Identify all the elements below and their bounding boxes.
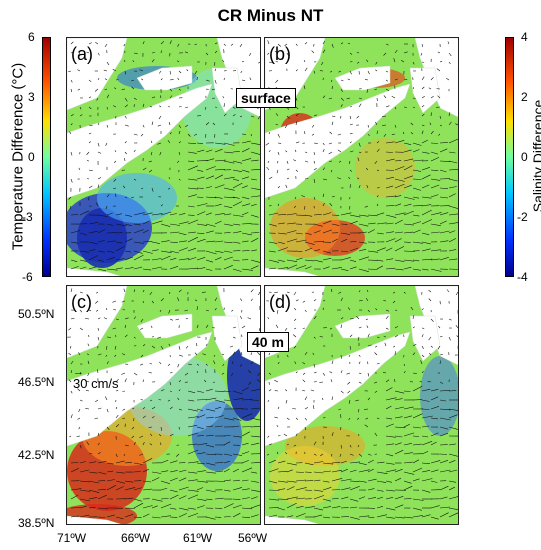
scale-label: 30 cm/s <box>73 376 119 391</box>
salinity-colorbar-label: Salinity Difference <box>530 99 541 213</box>
panel-a-label: (a) <box>71 44 93 64</box>
lat-tick-42: 42.5ºN <box>18 448 55 462</box>
map-b <box>265 38 458 276</box>
temperature-colorbar <box>42 37 51 277</box>
panel-d-label: (d) <box>269 292 291 312</box>
panel-c: (c) <box>66 285 261 525</box>
panel-b-label: (b) <box>269 44 291 64</box>
sal-tick-4: 4 <box>521 30 528 44</box>
map-d <box>265 286 458 524</box>
salinity-colorbar <box>505 37 514 277</box>
lon-tick-66: 66ºW <box>121 531 151 545</box>
panel-a: (a) <box>66 37 261 277</box>
lon-tick-56: 56ºW <box>238 531 268 545</box>
sal-tick-2: 2 <box>521 90 528 104</box>
sal-tick-neg2: -2 <box>517 210 528 224</box>
panel-c-label: (c) <box>71 292 92 312</box>
lat-tick-50: 50.5ºN <box>18 307 55 321</box>
depth-40m-label: 40 m <box>247 332 289 352</box>
temp-tick-3: 3 <box>28 90 35 104</box>
sal-tick-neg4: -4 <box>517 270 528 284</box>
velocity-scale: → 30 cm/s <box>73 366 119 392</box>
temp-tick-6: 6 <box>28 30 35 44</box>
lon-tick-61: 61ºW <box>183 531 213 545</box>
temp-tick-neg6: -6 <box>22 270 33 284</box>
temp-tick-neg3: -3 <box>22 210 33 224</box>
panel-d: (d) <box>264 285 459 525</box>
lon-tick-71: 71ºW <box>57 531 87 545</box>
lat-tick-38: 38.5ºN <box>18 516 55 530</box>
surface-label: surface <box>236 88 296 108</box>
sal-tick-0: 0 <box>521 150 528 164</box>
panel-b: (b) <box>264 37 459 277</box>
temp-tick-0: 0 <box>28 150 35 164</box>
temperature-colorbar-label: Temperature Difference (°C) <box>9 62 27 251</box>
lat-tick-46: 46.5ºN <box>18 375 55 389</box>
map-c <box>67 286 260 524</box>
scale-arrow-icon: → <box>73 366 84 378</box>
map-a <box>67 38 260 276</box>
figure-title: CR Minus NT <box>217 6 324 25</box>
